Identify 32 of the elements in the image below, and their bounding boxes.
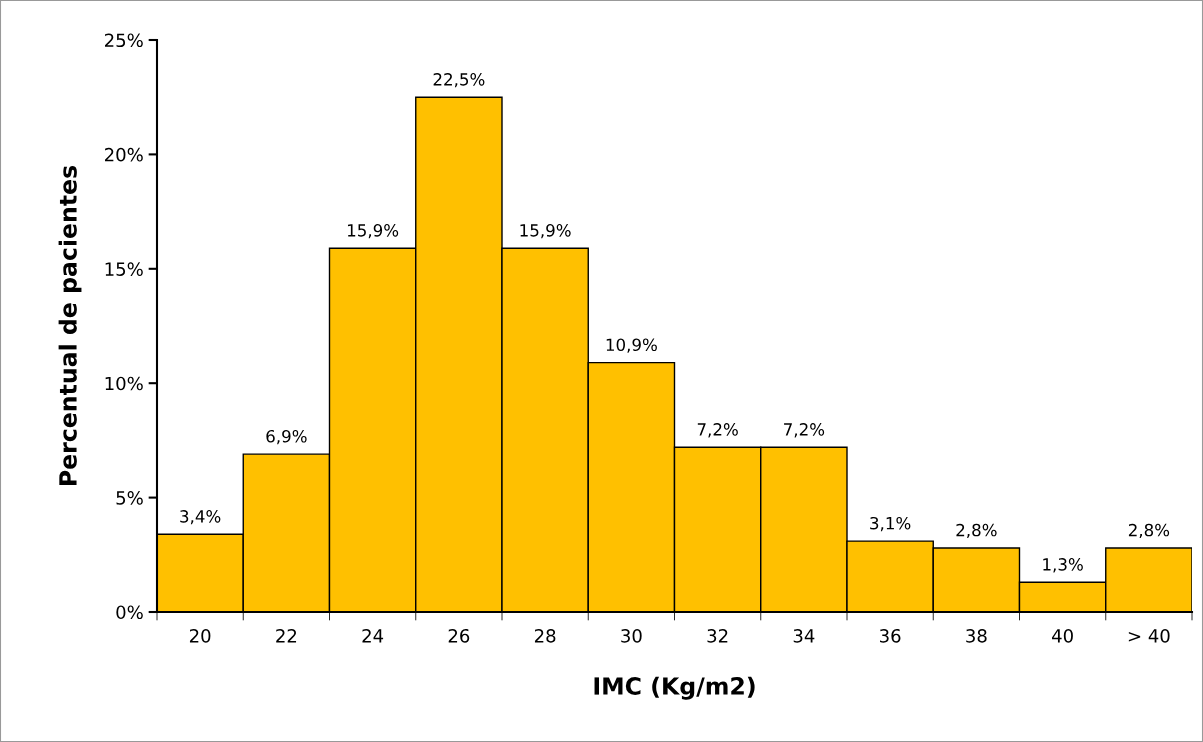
x-tick-label: > 40 xyxy=(1128,628,1170,643)
x-tick-label: 32 xyxy=(707,628,728,643)
y-tick-label: 25% xyxy=(105,33,143,48)
y-tick-label: 10% xyxy=(105,376,143,391)
x-tick-label: 34 xyxy=(793,628,815,643)
x-tick-label: 24 xyxy=(362,628,384,643)
data-label: 3,4% xyxy=(180,510,221,525)
y-tick-label: 20% xyxy=(105,147,143,162)
y-axis-title: Percentual de pacientes xyxy=(58,165,82,486)
x-tick-label: 28 xyxy=(534,628,556,643)
x-tick-label: 40 xyxy=(1052,628,1073,643)
data-label: 7,2% xyxy=(784,423,825,438)
data-label: 1,3% xyxy=(1043,558,1083,573)
data-label: 15,9% xyxy=(520,224,571,239)
data-label: 3,1% xyxy=(870,516,911,532)
data-label: 2,8% xyxy=(956,523,997,539)
data-label: 6,9% xyxy=(266,429,307,445)
data-label: 7,2% xyxy=(697,423,738,438)
x-tick-label: 20 xyxy=(189,628,211,643)
y-tick-label: 0% xyxy=(116,605,143,620)
x-axis-title: IMC (Kg/m2) xyxy=(594,676,755,700)
x-tick-label: 36 xyxy=(880,628,901,643)
data-label: 2,8% xyxy=(1128,523,1170,539)
x-tick-label: 26 xyxy=(448,628,470,643)
x-tick-label: 38 xyxy=(966,628,987,643)
data-label: 10,9% xyxy=(606,338,657,353)
x-tick-label: 22 xyxy=(276,628,297,643)
y-tick-label: 15% xyxy=(105,262,143,276)
data-label: 22,5% xyxy=(433,73,485,88)
x-tick-label: 30 xyxy=(621,628,642,643)
data-label: 15,9% xyxy=(347,224,399,239)
y-tick-label: 5% xyxy=(116,491,143,505)
